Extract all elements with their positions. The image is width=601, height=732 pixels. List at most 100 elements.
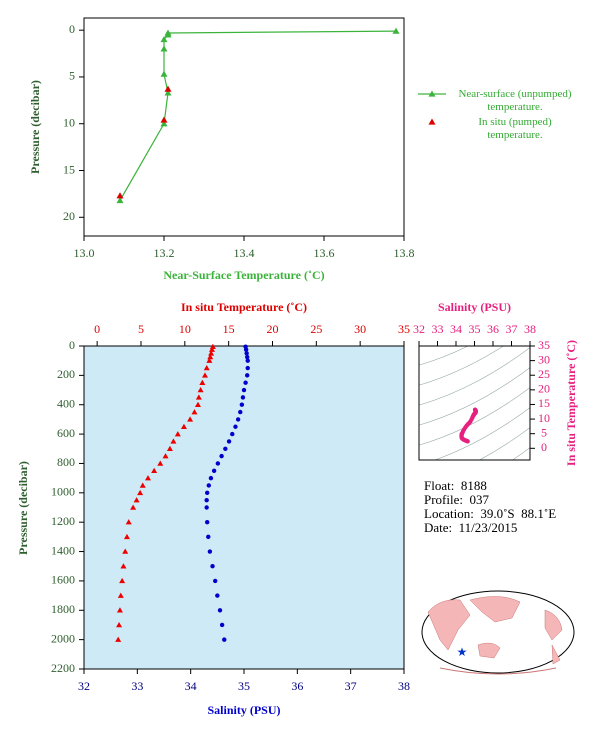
x-tick-label: 32 bbox=[78, 679, 90, 693]
location: Location: 39.0˚S 88.1˚E bbox=[424, 506, 557, 521]
y-tick-label: 1600 bbox=[51, 573, 75, 587]
x-tick-label: 36 bbox=[487, 322, 499, 336]
y-tick-label: 15 bbox=[538, 396, 550, 410]
date: Date: 11/23/2015 bbox=[424, 520, 518, 535]
data-point bbox=[204, 505, 209, 510]
x-tick-label: 0 bbox=[94, 322, 100, 336]
y-tick-label: 2000 bbox=[51, 631, 75, 645]
x-tick-label: 13.8 bbox=[394, 246, 415, 260]
x-tick-label: 15 bbox=[223, 322, 235, 336]
data-point bbox=[125, 519, 132, 525]
data-point bbox=[199, 379, 206, 385]
x-tick-label: 34 bbox=[450, 322, 462, 336]
x-tick-label: 32 bbox=[413, 322, 425, 336]
x-tick-label: 5 bbox=[138, 322, 144, 336]
x-tick-label: 35 bbox=[469, 322, 481, 336]
data-point bbox=[164, 89, 172, 96]
data-point bbox=[203, 365, 210, 371]
data-point bbox=[195, 394, 202, 400]
data-point bbox=[243, 347, 249, 352]
y-tick-label: 20 bbox=[63, 209, 75, 223]
data-point bbox=[116, 192, 124, 199]
data-point bbox=[123, 533, 130, 540]
x-tick-label: 38 bbox=[524, 322, 536, 336]
data-point bbox=[392, 27, 400, 34]
y-tick-label: 30 bbox=[538, 352, 550, 366]
data-point bbox=[162, 453, 169, 459]
data-point bbox=[139, 482, 146, 488]
data-point bbox=[226, 439, 232, 444]
data-point bbox=[219, 622, 225, 628]
x-tick-label: 38 bbox=[398, 679, 410, 693]
x-axis-label: Salinity (PSU) bbox=[207, 703, 280, 717]
data-point bbox=[223, 446, 228, 451]
data-point bbox=[164, 31, 172, 38]
data-point bbox=[239, 402, 245, 407]
data-point bbox=[180, 423, 187, 429]
data-point bbox=[222, 637, 227, 642]
y-tick-label: 200 bbox=[57, 367, 75, 381]
y-tick-label: 1000 bbox=[51, 485, 75, 499]
x-tick-label: 25 bbox=[310, 322, 322, 336]
data-point bbox=[197, 387, 204, 393]
y-tick-label: 0 bbox=[69, 338, 75, 352]
data-point bbox=[164, 85, 172, 92]
data-point bbox=[243, 380, 248, 385]
legend-label: Near-surface (unpumped) temperature. bbox=[458, 88, 572, 113]
data-point bbox=[245, 358, 250, 363]
data-point bbox=[208, 350, 215, 356]
x-tick-label: 13.4 bbox=[234, 246, 255, 260]
data-point bbox=[206, 357, 213, 363]
y-axis-label: In situ Temperature (˚C) bbox=[564, 340, 578, 466]
y-tick-label: 0 bbox=[541, 440, 547, 454]
legend-marker bbox=[428, 90, 436, 97]
data-point bbox=[201, 372, 208, 378]
data-point bbox=[230, 431, 235, 437]
data-point bbox=[207, 354, 214, 360]
data-point bbox=[160, 116, 168, 123]
data-point bbox=[122, 548, 129, 554]
data-point bbox=[219, 453, 224, 459]
data-point bbox=[191, 409, 198, 415]
data-point bbox=[157, 460, 164, 466]
y-tick-label: 10 bbox=[63, 115, 75, 129]
data-point bbox=[166, 445, 173, 452]
data-point bbox=[240, 395, 246, 400]
x-tick-label: 36 bbox=[291, 679, 303, 693]
plot-frame bbox=[83, 17, 405, 237]
data-point bbox=[145, 475, 151, 481]
data-point bbox=[205, 490, 210, 496]
data-point bbox=[160, 36, 168, 43]
data-point bbox=[206, 483, 211, 488]
y-tick-label: 5 bbox=[541, 425, 547, 439]
data-point bbox=[115, 636, 122, 642]
y-tick-label: 400 bbox=[57, 396, 75, 410]
y-tick-label: 1800 bbox=[51, 602, 75, 616]
x-tick-label: 33 bbox=[131, 679, 143, 693]
x-tick-label: 13.6 bbox=[314, 246, 335, 260]
x-tick-label: 13.0 bbox=[74, 246, 95, 260]
profile-id: Profile: 037 bbox=[424, 492, 489, 507]
data-point bbox=[116, 621, 123, 628]
data-point bbox=[119, 577, 126, 584]
data-point bbox=[245, 354, 250, 360]
y-tick-label: 600 bbox=[57, 426, 75, 440]
data-point bbox=[208, 475, 214, 481]
data-point bbox=[233, 424, 238, 429]
x-tick-label: 13.2 bbox=[154, 246, 175, 260]
x-axis-label: Near-Surface Temperature (˚C) bbox=[163, 268, 324, 282]
data-point bbox=[206, 534, 211, 540]
y-axis-label: Pressure (decibar) bbox=[28, 80, 42, 174]
y-tick-label: 0 bbox=[69, 22, 75, 36]
y-tick-label: 2200 bbox=[51, 661, 75, 675]
y-tick-label: 1400 bbox=[51, 543, 75, 557]
x-tick-label: 37 bbox=[345, 679, 357, 693]
float-location-star: ★ bbox=[457, 645, 468, 659]
data-point bbox=[116, 196, 124, 204]
data-point bbox=[137, 489, 144, 496]
data-point bbox=[133, 497, 140, 503]
x-tick-label: 10 bbox=[179, 322, 191, 336]
y-tick-label: 800 bbox=[57, 455, 75, 469]
